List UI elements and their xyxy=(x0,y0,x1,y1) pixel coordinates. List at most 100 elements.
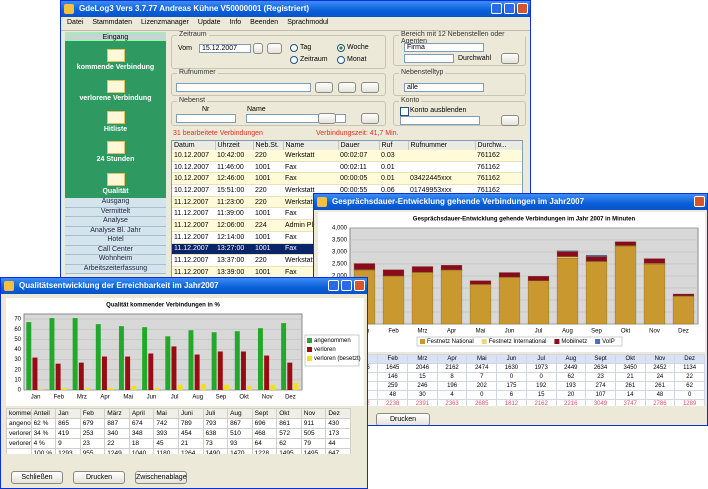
menu-item[interactable]: Datei xyxy=(67,19,84,26)
sidebar-link[interactable]: Ausgang xyxy=(65,198,166,208)
bar xyxy=(148,353,154,390)
search-button[interactable] xyxy=(318,113,336,124)
sidebar-link[interactable]: Hotel xyxy=(65,236,166,246)
column-header: März xyxy=(104,408,130,419)
bar xyxy=(108,387,114,390)
column-header[interactable]: Name xyxy=(283,141,339,150)
table-row: 257427525924619620217519219327426126162 xyxy=(318,381,705,391)
bar xyxy=(240,351,246,390)
button-label: Drucken xyxy=(85,474,113,481)
x-tick-label: Jun xyxy=(147,395,157,401)
bar xyxy=(26,322,32,390)
close-button[interactable] xyxy=(354,280,365,291)
bar xyxy=(55,363,61,390)
table-cell: 261 xyxy=(644,381,676,391)
company-select[interactable]: Firma xyxy=(404,43,484,52)
table-cell: 1001 xyxy=(253,172,283,186)
table-cell: 1490 xyxy=(202,448,229,454)
button[interactable]: Drucken xyxy=(376,413,430,425)
sidebar-item[interactable]: verlorene Verbindung xyxy=(65,80,166,102)
find-button[interactable] xyxy=(361,113,379,124)
table-cell: 224 xyxy=(253,219,283,232)
column-header: Apr xyxy=(436,354,468,364)
table-row[interactable]: 10.12.2007 12:46:00 1001 Fax 00:00:05 0.01 034… xyxy=(172,172,522,186)
menu-item[interactable]: Sprachmodul xyxy=(287,19,329,26)
menu-item[interactable]: Stammdaten xyxy=(92,19,133,26)
table-cell: 0 xyxy=(674,390,705,400)
maximize-button[interactable] xyxy=(341,280,352,291)
search-button[interactable] xyxy=(501,53,519,64)
menu-item[interactable]: Lizenzmanager xyxy=(141,19,189,26)
menu-item[interactable]: Beenden xyxy=(250,19,279,26)
checkbox[interactable] xyxy=(400,107,409,116)
column-header: Juni xyxy=(177,408,204,419)
bar xyxy=(194,354,200,390)
column-header: Sept xyxy=(585,354,616,364)
table-row[interactable]: 10.12.2007 11:46:00 1001 Fax 00:02:11 0.01 761… xyxy=(172,161,522,174)
sidebar-item[interactable]: 24 Stunden xyxy=(65,141,166,163)
group-label: Konto xyxy=(399,97,422,104)
sidebar-item[interactable]: Hitliste xyxy=(65,111,166,133)
search-button[interactable] xyxy=(315,82,333,93)
x-tick-label: Feb xyxy=(54,395,65,401)
column-header[interactable]: Dauer xyxy=(338,141,380,150)
sidebar-link[interactable]: Wohnheim xyxy=(65,255,166,265)
button[interactable]: Schließen xyxy=(11,471,63,484)
sidebar-link[interactable]: Analyse xyxy=(65,217,166,227)
minimize-button[interactable] xyxy=(328,280,339,291)
table-cell: 2238 xyxy=(377,399,409,406)
button[interactable]: Zwischenablage xyxy=(135,471,187,484)
account-input[interactable] xyxy=(400,116,480,125)
maximize-button[interactable] xyxy=(504,3,515,14)
table-cell: 861 xyxy=(276,418,302,429)
radio[interactable] xyxy=(337,56,345,64)
column-header[interactable]: Neb.St. xyxy=(253,141,284,150)
sidebar-item[interactable]: kommende Verbindung xyxy=(65,49,166,71)
bar-segment xyxy=(527,276,550,281)
table-cell: verloren (besetzt) xyxy=(6,438,32,449)
column-header[interactable]: Datum xyxy=(172,141,216,150)
search-button[interactable] xyxy=(501,115,519,126)
column-header[interactable]: Ruf xyxy=(379,141,409,150)
table-cell: 454 xyxy=(177,428,204,439)
date-input[interactable]: 15.12.2007 xyxy=(199,44,251,53)
table-row[interactable]: 10.12.2007 10:42:00 220 Werkstatt 00:02:07 0.… xyxy=(172,150,522,162)
type-select[interactable]: alle xyxy=(404,83,484,92)
table-cell: 173 xyxy=(325,428,351,439)
edit-button[interactable] xyxy=(361,82,379,93)
radio[interactable] xyxy=(290,56,298,64)
sidebar-link[interactable]: Call Center xyxy=(65,245,166,255)
menu-item[interactable]: Info xyxy=(229,19,242,26)
table-cell: 1812 xyxy=(496,399,527,406)
table-cell: 2162 xyxy=(436,363,468,373)
table-cell: 193 xyxy=(555,381,587,391)
nr-input[interactable] xyxy=(176,114,236,123)
sidebar-item[interactable]: Qualität xyxy=(65,173,166,195)
sidebar-link[interactable]: Vermittelt xyxy=(65,207,166,217)
menu-item[interactable]: Update xyxy=(197,19,221,26)
table-cell: 45 xyxy=(153,438,179,449)
pick-button[interactable] xyxy=(267,43,282,54)
button[interactable]: Drucken xyxy=(73,471,125,484)
radio[interactable] xyxy=(337,44,345,52)
extension-input[interactable] xyxy=(404,54,454,63)
number-input[interactable] xyxy=(176,83,311,92)
column-header[interactable]: Rufnummer xyxy=(408,141,476,150)
table-cell: 0 xyxy=(525,372,557,382)
sidebar-link[interactable]: Arbeitszeiterfassung xyxy=(65,264,166,274)
minimize-button[interactable] xyxy=(491,3,502,14)
bar-segment xyxy=(440,269,463,325)
close-button[interactable] xyxy=(694,196,705,207)
name-select[interactable] xyxy=(246,114,346,123)
table-cell: 1040 xyxy=(128,448,155,454)
column-header: kommende Verbindungen xyxy=(6,408,32,419)
table-row: 2697622361645204621622474163019732449263… xyxy=(318,363,705,373)
phonebook-button[interactable] xyxy=(338,82,356,93)
close-button[interactable] xyxy=(517,3,528,14)
bar-segment xyxy=(469,284,492,325)
sidebar-link[interactable]: Analyse Bl. Jahr xyxy=(65,226,166,236)
calendar-button[interactable] xyxy=(253,43,263,54)
column-header[interactable]: Uhrzeit xyxy=(215,141,254,150)
radio[interactable] xyxy=(290,44,298,52)
column-header[interactable]: Durchw... xyxy=(475,141,522,150)
